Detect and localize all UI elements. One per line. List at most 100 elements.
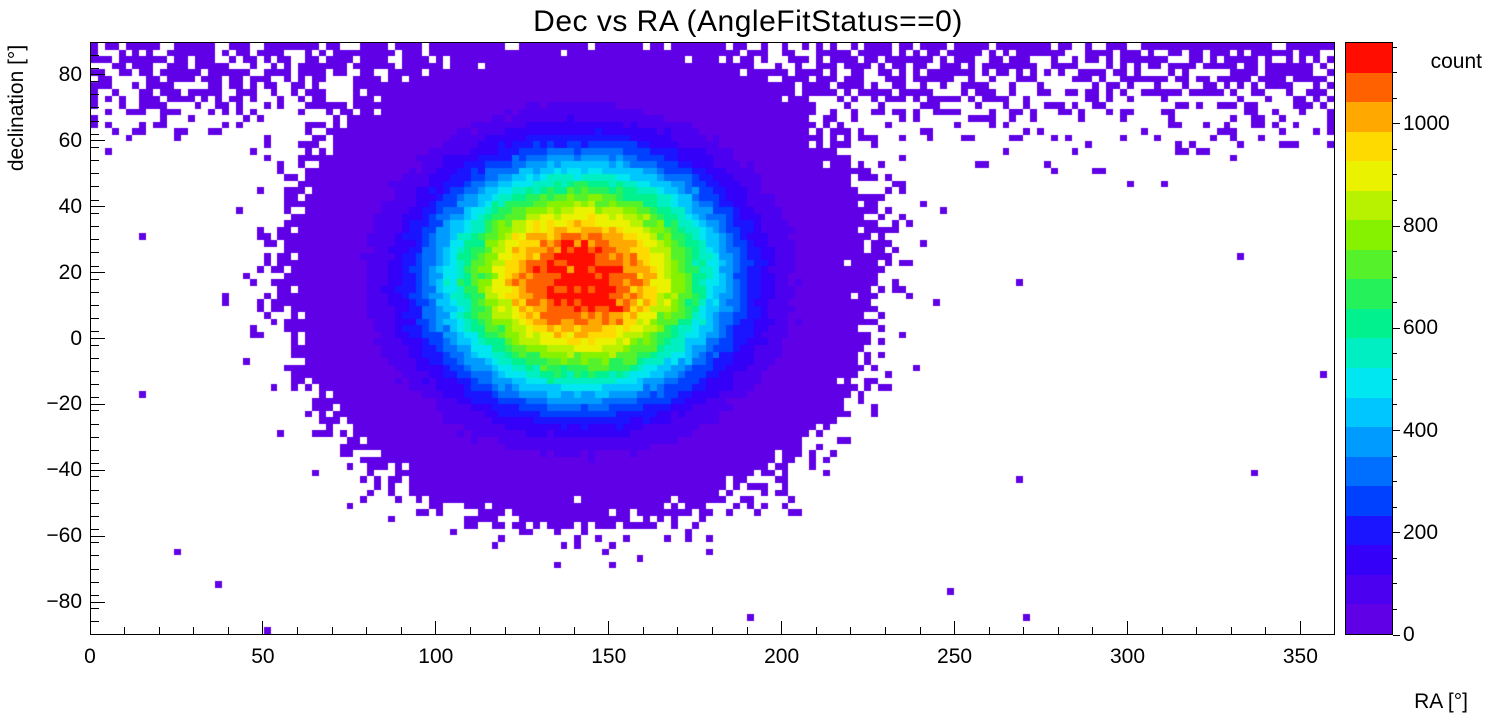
x-minor-tick — [124, 627, 126, 635]
y-minor-tick — [91, 608, 99, 610]
colorbar-major-tick — [1393, 123, 1400, 125]
y-major-tick — [91, 272, 105, 274]
colorbar-minor-tick — [1393, 455, 1397, 457]
y-minor-tick — [91, 278, 99, 280]
y-minor-tick — [91, 410, 99, 412]
y-minor-tick — [91, 581, 99, 583]
colorbar-minor-tick — [1393, 302, 1397, 304]
y-major-tick — [91, 535, 105, 537]
y-major-tick — [91, 206, 105, 208]
y-minor-tick — [91, 199, 99, 201]
colorbar-band — [1346, 161, 1392, 191]
x-tick-label: 0 — [84, 645, 96, 668]
y-minor-tick — [91, 450, 99, 451]
y-minor-tick — [91, 384, 99, 386]
colorbar-minor-tick — [1393, 72, 1397, 74]
y-minor-tick — [91, 463, 99, 465]
x-minor-tick — [919, 627, 921, 635]
y-major-tick — [91, 469, 105, 471]
heatmap-canvas — [91, 43, 1334, 634]
colorbar-major-tick — [1393, 532, 1400, 534]
y-minor-tick — [91, 318, 99, 320]
y-minor-tick — [91, 186, 99, 188]
x-minor-tick — [884, 627, 886, 635]
y-major-tick — [91, 601, 105, 603]
x-minor-tick — [1057, 627, 1059, 635]
colorbar-minor-tick — [1393, 481, 1397, 483]
colorbar-minor-tick — [1393, 506, 1397, 508]
x-major-tick — [89, 621, 91, 635]
y-minor-tick — [91, 225, 99, 227]
colorbar-tick-label: 600 — [1403, 316, 1439, 340]
y-minor-tick — [91, 54, 99, 56]
x-tick-label: 200 — [764, 645, 800, 668]
x-tick-label: 250 — [937, 645, 973, 668]
y-minor-tick — [91, 305, 99, 307]
x-minor-tick — [469, 627, 471, 635]
y-tick-label: −20 — [46, 392, 82, 416]
colorbar-band — [1346, 308, 1392, 339]
y-minor-tick — [91, 423, 99, 425]
colorbar-band — [1346, 190, 1392, 221]
colorbar-major-tick — [1393, 225, 1400, 227]
plot-frame — [90, 42, 1335, 635]
y-minor-tick — [91, 515, 99, 517]
y-minor-tick — [91, 81, 99, 83]
x-tick-label: 50 — [251, 645, 275, 668]
y-minor-tick — [91, 94, 99, 96]
y-minor-tick — [91, 67, 99, 69]
x-major-tick — [262, 621, 264, 635]
x-minor-tick — [158, 627, 160, 635]
colorbar-minor-tick — [1393, 148, 1397, 150]
y-tick-label: 60 — [58, 128, 82, 152]
y-minor-tick — [91, 357, 99, 359]
colorbar-band — [1346, 220, 1392, 250]
colorbar-band — [1346, 515, 1392, 546]
y-tick-label: 20 — [58, 260, 82, 284]
colorbar-minor-tick — [1393, 174, 1397, 176]
y-minor-tick — [91, 502, 99, 504]
y-tick-label: −80 — [46, 590, 82, 614]
y-minor-tick — [91, 529, 99, 531]
y-minor-tick — [91, 173, 99, 175]
colorbar-band — [1346, 368, 1392, 398]
colorbar-minor-tick — [1393, 608, 1397, 610]
x-minor-tick — [642, 627, 644, 635]
y-minor-tick — [91, 291, 99, 293]
y-major-tick — [91, 403, 105, 405]
x-minor-tick — [1265, 627, 1267, 635]
colorbar-tick-label: 200 — [1403, 520, 1439, 544]
colorbar-major-tick — [1393, 327, 1400, 329]
x-major-tick — [954, 621, 956, 635]
x-major-tick — [608, 621, 610, 635]
y-minor-tick — [91, 397, 99, 399]
x-major-tick — [1127, 621, 1128, 635]
x-minor-tick — [988, 627, 990, 635]
y-minor-tick — [91, 594, 99, 596]
colorbar — [1345, 42, 1393, 635]
colorbar-minor-tick — [1393, 276, 1397, 278]
colorbar-band — [1346, 604, 1392, 634]
y-major-tick — [91, 338, 105, 339]
y-minor-tick — [91, 331, 99, 333]
colorbar-band — [1346, 102, 1392, 132]
chart-title: Dec vs RA (AngleFitStatus==0) — [533, 5, 963, 38]
y-minor-tick — [91, 252, 99, 254]
y-tick-label: 40 — [58, 194, 82, 218]
colorbar-title: count — [1430, 50, 1482, 73]
y-tick-label: −60 — [46, 524, 82, 548]
x-minor-tick — [677, 627, 679, 635]
x-minor-tick — [366, 627, 368, 635]
y-minor-tick — [91, 436, 99, 438]
y-minor-tick — [91, 621, 99, 623]
colorbar-band — [1346, 456, 1392, 487]
colorbar-tick-label: 0 — [1403, 623, 1415, 646]
colorbar-band — [1346, 545, 1392, 575]
colorbar-minor-tick — [1393, 353, 1397, 355]
colorbar-band — [1346, 397, 1392, 428]
colorbar-minor-tick — [1393, 378, 1397, 380]
y-minor-tick — [91, 265, 99, 267]
y-minor-tick — [91, 344, 99, 346]
colorbar-minor-tick — [1393, 583, 1397, 585]
